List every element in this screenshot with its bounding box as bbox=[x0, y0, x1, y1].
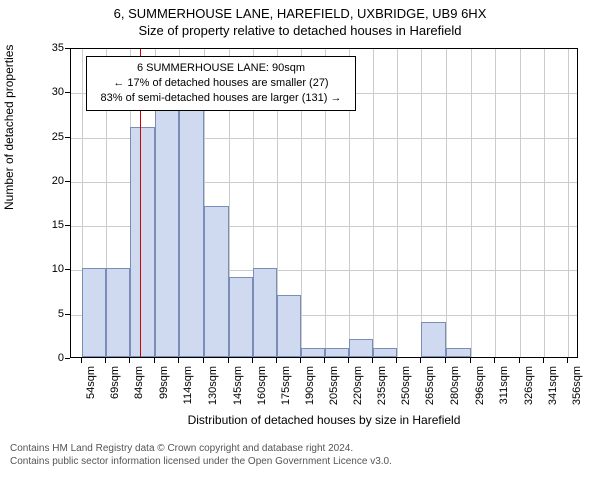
xtick-mark bbox=[396, 358, 397, 363]
histogram-bar bbox=[155, 100, 179, 357]
histogram-bar bbox=[253, 268, 277, 357]
gridline-v bbox=[397, 49, 398, 357]
xtick-mark bbox=[178, 358, 179, 363]
footer: Contains HM Land Registry data © Crown c… bbox=[0, 438, 600, 472]
histogram-bar bbox=[349, 339, 373, 357]
histogram-bar bbox=[421, 322, 445, 357]
xtick-label: 175sqm bbox=[280, 366, 292, 410]
ytick-label: 15 bbox=[36, 219, 64, 231]
xtick-mark bbox=[203, 358, 204, 363]
xtick-mark bbox=[228, 358, 229, 363]
gridline-v bbox=[495, 49, 496, 357]
xtick-mark bbox=[129, 358, 130, 363]
xtick-label: 265sqm bbox=[424, 366, 436, 410]
ytick-mark bbox=[65, 48, 70, 49]
ytick-mark bbox=[65, 358, 70, 359]
xtick-label: 356sqm bbox=[571, 366, 583, 410]
histogram-bar bbox=[325, 348, 349, 357]
ytick-label: 25 bbox=[36, 131, 64, 143]
xtick-label: 130sqm bbox=[207, 366, 219, 410]
histogram-bar bbox=[204, 206, 228, 357]
xtick-mark bbox=[276, 358, 277, 363]
xtick-mark bbox=[324, 358, 325, 363]
xtick-label: 296sqm bbox=[474, 366, 486, 410]
histogram-bar bbox=[82, 268, 106, 357]
xtick-mark bbox=[445, 358, 446, 363]
histogram-bar bbox=[301, 348, 325, 357]
xtick-mark bbox=[372, 358, 373, 363]
xtick-mark bbox=[543, 358, 544, 363]
ytick-mark bbox=[65, 137, 70, 138]
gridline-v bbox=[446, 49, 447, 357]
gridline-v bbox=[520, 49, 521, 357]
xtick-mark bbox=[519, 358, 520, 363]
xtick-label: 69sqm bbox=[109, 366, 121, 410]
ytick-mark bbox=[65, 92, 70, 93]
info-line-3: 83% of semi-detached houses are larger (… bbox=[95, 91, 347, 106]
xtick-label: 99sqm bbox=[158, 366, 170, 410]
ytick-label: 20 bbox=[36, 175, 64, 187]
x-axis-label: Distribution of detached houses by size … bbox=[70, 413, 578, 427]
ytick-mark bbox=[65, 314, 70, 315]
xtick-mark bbox=[348, 358, 349, 363]
xtick-label: 84sqm bbox=[133, 366, 145, 410]
xtick-label: 220sqm bbox=[352, 366, 364, 410]
gridline-v bbox=[471, 49, 472, 357]
gridline-v bbox=[568, 49, 569, 357]
xtick-label: 341sqm bbox=[547, 366, 559, 410]
xtick-label: 160sqm bbox=[256, 366, 268, 410]
histogram-bar bbox=[373, 348, 397, 357]
footer-line-1: Contains HM Land Registry data © Crown c… bbox=[10, 442, 590, 455]
histogram-bar bbox=[106, 268, 130, 357]
ytick-mark bbox=[65, 181, 70, 182]
ytick-label: 10 bbox=[36, 263, 64, 275]
xtick-label: 311sqm bbox=[498, 366, 510, 410]
ytick-mark bbox=[65, 225, 70, 226]
xtick-label: 145sqm bbox=[232, 366, 244, 410]
histogram-bar bbox=[277, 295, 301, 357]
footer-line-2: Contains public sector information licen… bbox=[10, 455, 590, 468]
histogram-bar bbox=[130, 127, 154, 357]
xtick-mark bbox=[420, 358, 421, 363]
ytick-label: 30 bbox=[36, 86, 64, 98]
info-line-2: ← 17% of detached houses are smaller (27… bbox=[95, 76, 347, 91]
ytick-label: 5 bbox=[36, 308, 64, 320]
xtick-mark bbox=[494, 358, 495, 363]
xtick-label: 190sqm bbox=[304, 366, 316, 410]
xtick-label: 205sqm bbox=[328, 366, 340, 410]
xtick-label: 114sqm bbox=[182, 366, 194, 410]
xtick-label: 235sqm bbox=[376, 366, 388, 410]
histogram-bar bbox=[179, 100, 205, 357]
ytick-label: 35 bbox=[36, 42, 64, 54]
plot-wrap: Number of detached properties Distributi… bbox=[0, 0, 600, 460]
xtick-label: 250sqm bbox=[400, 366, 412, 410]
gridline-v bbox=[421, 49, 422, 357]
histogram-bar bbox=[446, 348, 472, 357]
xtick-label: 280sqm bbox=[449, 366, 461, 410]
xtick-label: 54sqm bbox=[85, 366, 97, 410]
xtick-mark bbox=[567, 358, 568, 363]
gridline-v bbox=[373, 49, 374, 357]
xtick-mark bbox=[154, 358, 155, 363]
histogram-bar bbox=[229, 277, 253, 357]
gridline-v bbox=[544, 49, 545, 357]
xtick-label: 326sqm bbox=[523, 366, 535, 410]
xtick-mark bbox=[252, 358, 253, 363]
info-box: 6 SUMMERHOUSE LANE: 90sqm ← 17% of detac… bbox=[86, 56, 356, 111]
info-line-1: 6 SUMMERHOUSE LANE: 90sqm bbox=[95, 61, 347, 76]
xtick-mark bbox=[470, 358, 471, 363]
ytick-label: 0 bbox=[36, 352, 64, 364]
xtick-mark bbox=[81, 358, 82, 363]
ytick-mark bbox=[65, 269, 70, 270]
xtick-mark bbox=[300, 358, 301, 363]
chart-container: { "title_line1": "6, SUMMERHOUSE LANE, H… bbox=[0, 0, 600, 500]
xtick-mark bbox=[105, 358, 106, 363]
